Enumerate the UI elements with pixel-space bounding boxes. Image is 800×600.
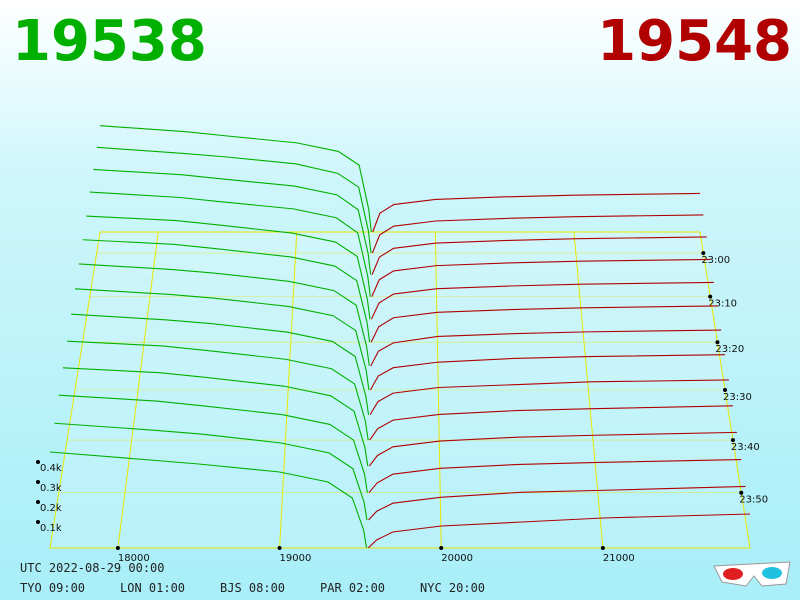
ask-depth-line (369, 379, 729, 416)
ask-depth-line (371, 214, 704, 254)
x-tick-label: 18000 (118, 553, 150, 564)
bid-depth-line (54, 422, 368, 521)
t-tick-mark (722, 387, 727, 392)
ask-depth-line (371, 258, 711, 297)
y-tick-mark (36, 500, 40, 504)
floor: 18000 19000 20000 21000 23:00 23:10 23:20 23:30… (49, 231, 768, 564)
bid-depth-line (82, 239, 371, 343)
bid-depth-line (86, 215, 371, 320)
t-tick-label: 23:40 (731, 442, 760, 453)
zone-time: TYO 09:00 (20, 581, 85, 595)
t-tick-mark (730, 438, 735, 443)
t-tick-label: 23:50 (739, 495, 768, 506)
glasses-cyan-lens (762, 567, 782, 579)
bid-depth-line (71, 313, 370, 415)
t-tick-label: 23:00 (701, 255, 730, 266)
y-tick-label: 0.3k (40, 483, 62, 494)
bid-depth-line (67, 340, 369, 441)
bid-depth-line (99, 125, 372, 233)
depth-curves (49, 125, 751, 549)
bid-depth-line (62, 367, 369, 467)
ask-depth-line (367, 513, 751, 549)
x-tick-label: 21000 (603, 553, 635, 564)
ask-depth-line (370, 329, 722, 367)
ask-depth-line (372, 192, 700, 233)
x-tick-label: 20000 (441, 553, 473, 564)
bid-depth-line (49, 451, 368, 549)
bid-depth-line (74, 288, 370, 391)
t-tick-label: 23:30 (723, 392, 752, 403)
x-tick-label: 19000 (280, 553, 312, 564)
bid-depth-line (96, 146, 372, 254)
y-tick-mark (36, 460, 40, 464)
t-tick-mark (708, 294, 713, 299)
y-tick-label: 0.1k (40, 523, 62, 534)
bid-depth-line (58, 394, 368, 493)
ask-depth-line (371, 236, 707, 275)
ask-depth-line (368, 458, 742, 494)
bid-price: 19538 (12, 9, 207, 74)
zone-time: PAR 02:00 (320, 581, 385, 595)
y-tick-label: 0.2k (40, 503, 62, 514)
t-tick-mark (739, 490, 744, 495)
x-tick-mark (439, 546, 444, 550)
zone-time: LON 01:00 (120, 581, 185, 595)
zone-time: BJS 08:00 (220, 581, 285, 595)
zone-time: NYC 20:00 (420, 581, 485, 595)
t-tick-mark (715, 340, 720, 345)
ask-depth-line (368, 485, 746, 521)
ask-depth-line (370, 281, 714, 320)
x-tick-mark (115, 546, 120, 550)
y-tick-label: 0.4k (40, 463, 62, 474)
x-tick-mark (600, 546, 605, 550)
t-tick-label: 23:10 (708, 299, 737, 310)
t-tick-mark (701, 251, 706, 256)
glasses-red-lens (723, 568, 743, 580)
x-tick-mark (277, 546, 282, 550)
ask-depth-line (370, 305, 718, 343)
glasses-icon[interactable] (713, 561, 791, 587)
ask-depth-line (369, 354, 726, 391)
ask-depth-line (368, 431, 738, 467)
bid-depth-line (89, 191, 371, 297)
bid-depth-line (78, 263, 370, 366)
bid-depth-line (93, 168, 372, 275)
utc-time: UTC 2022-08-29 00:00 (20, 561, 165, 575)
y-tick-mark (36, 520, 40, 524)
y-tick-mark (36, 480, 40, 484)
ask-price: 19548 (597, 9, 792, 74)
ask-depth-line (369, 405, 733, 441)
t-tick-label: 23:20 (715, 344, 744, 355)
